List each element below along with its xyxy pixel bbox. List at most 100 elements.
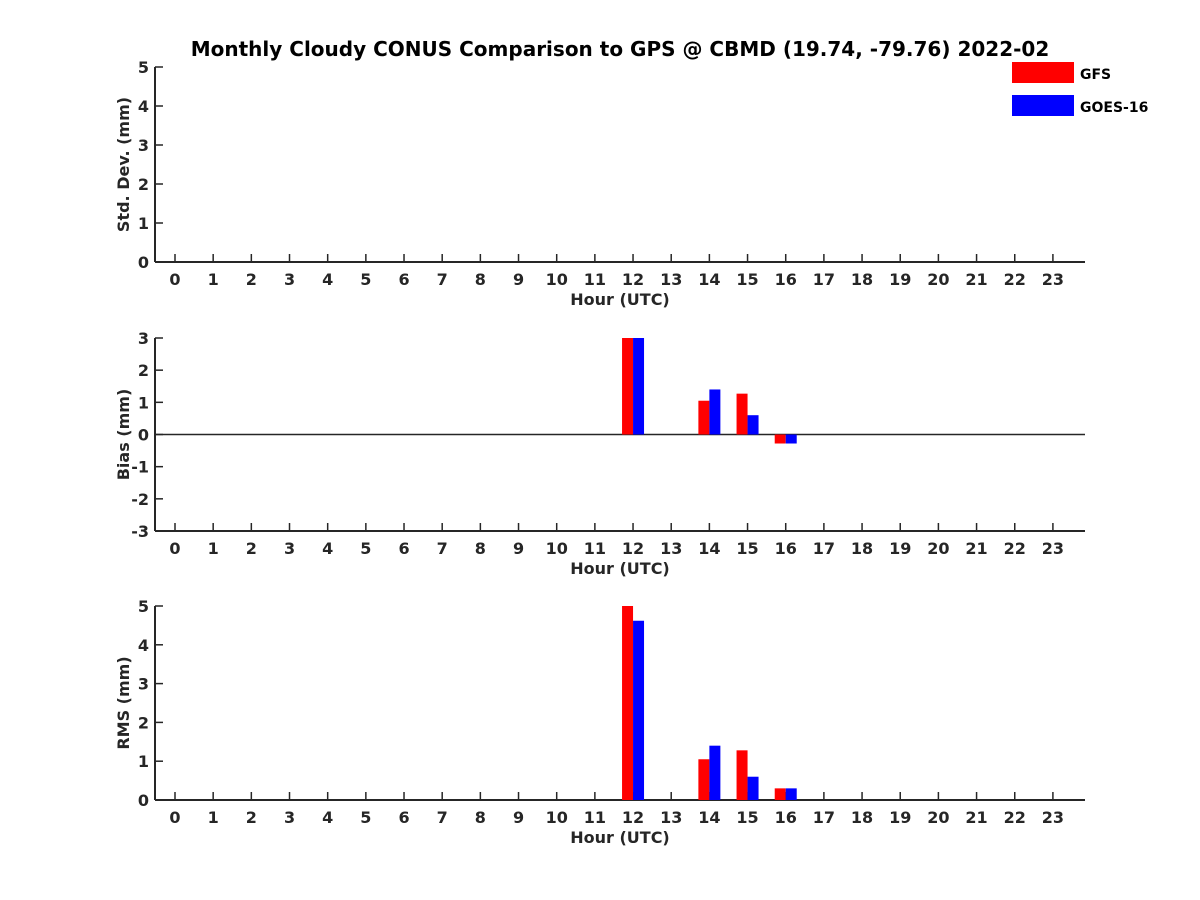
x-tick-label: 21: [965, 808, 987, 827]
x-tick-label: 22: [1004, 539, 1026, 558]
bar-gfs-hour-16: [774, 788, 786, 800]
x-tick-label: 0: [169, 808, 180, 827]
y-tick-label: 4: [138, 636, 149, 655]
x-tick-label: 17: [813, 270, 835, 289]
x-tick-label: 20: [927, 270, 949, 289]
x-tick-label: 23: [1042, 539, 1064, 558]
chart-title: Monthly Cloudy CONUS Comparison to GPS @…: [191, 37, 1050, 61]
x-tick-label: 3: [284, 808, 295, 827]
x-tick-label: 19: [889, 808, 911, 827]
x-tick-label: 17: [813, 808, 835, 827]
y-tick-label: 1: [138, 752, 149, 771]
x-tick-label: 1: [208, 539, 219, 558]
x-tick-label: 10: [546, 539, 568, 558]
y-tick-label: 3: [138, 136, 149, 155]
y-tick-label: 5: [138, 58, 149, 77]
x-tick-label: 7: [437, 539, 448, 558]
y-tick-label: 1: [138, 214, 149, 233]
y-tick-label: -3: [131, 522, 149, 541]
x-tick-label: 1: [208, 808, 219, 827]
y-tick-label: 3: [138, 329, 149, 348]
x-tick-label: 4: [322, 808, 333, 827]
x-tick-label: 17: [813, 539, 835, 558]
x-tick-label: 14: [698, 539, 720, 558]
x-tick-label: 6: [398, 270, 409, 289]
y-tick-label: 3: [138, 675, 149, 694]
x-tick-label: 0: [169, 539, 180, 558]
bar-gfs-hour-12: [622, 338, 634, 435]
x-tick-label: 5: [360, 808, 371, 827]
x-tick-label: 13: [660, 808, 682, 827]
x-tick-label: 9: [513, 808, 524, 827]
y-tick-label: 5: [138, 597, 149, 616]
y-tick-label: 2: [138, 361, 149, 380]
x-tick-label: 18: [851, 539, 873, 558]
x-tick-label: 7: [437, 270, 448, 289]
y-tick-label: 2: [138, 713, 149, 732]
y-tick-label: 2: [138, 175, 149, 194]
x-tick-label: 20: [927, 808, 949, 827]
x-tick-label: 16: [775, 539, 797, 558]
bar-gfs-hour-12: [622, 606, 634, 800]
x-tick-label: 8: [475, 270, 486, 289]
y-tick-label: 1: [138, 393, 149, 412]
x-tick-label: 19: [889, 539, 911, 558]
y-tick-label: 0: [138, 253, 149, 272]
x-tick-label: 5: [360, 270, 371, 289]
x-tick-label: 23: [1042, 270, 1064, 289]
x-tick-label: 3: [284, 270, 295, 289]
x-tick-label: 16: [775, 808, 797, 827]
x-tick-label: 22: [1004, 270, 1026, 289]
x-tick-label: 15: [736, 539, 758, 558]
x-tick-label: 11: [584, 539, 606, 558]
x-tick-label: 12: [622, 808, 644, 827]
bar-goes16-hour-14: [709, 745, 721, 800]
y-tick-label: -2: [131, 490, 149, 509]
x-tick-label: 21: [965, 539, 987, 558]
bar-goes16-hour-12: [633, 620, 645, 800]
bar-gfs-hour-15: [736, 393, 748, 435]
legend: GFS GOES-16: [1012, 62, 1148, 116]
x-tick-label: 11: [584, 808, 606, 827]
x-tick-label: 2: [246, 808, 257, 827]
bar-goes16-hour-12: [633, 338, 645, 435]
x-tick-label: 21: [965, 270, 987, 289]
x-tick-label: 1: [208, 270, 219, 289]
x-tick-label: 2: [246, 539, 257, 558]
x-tick-label: 13: [660, 270, 682, 289]
x-tick-label: 6: [398, 808, 409, 827]
x-axis-label: Hour (UTC): [570, 828, 670, 847]
x-tick-label: 8: [475, 808, 486, 827]
x-tick-label: 0: [169, 270, 180, 289]
x-tick-label: 18: [851, 808, 873, 827]
x-tick-label: 9: [513, 539, 524, 558]
x-tick-label: 12: [622, 270, 644, 289]
bar-goes16-hour-15: [747, 776, 759, 800]
y-tick-label: -1: [131, 458, 149, 477]
legend-swatch-gfs: [1012, 62, 1074, 83]
x-tick-label: 7: [437, 808, 448, 827]
legend-label-goes16: GOES-16: [1080, 100, 1148, 116]
x-tick-label: 2: [246, 270, 257, 289]
x-axis-label: Hour (UTC): [570, 290, 670, 309]
x-tick-label: 14: [698, 270, 720, 289]
legend-label-gfs: GFS: [1080, 67, 1111, 83]
bar-gfs-hour-14: [698, 759, 710, 800]
x-tick-label: 12: [622, 539, 644, 558]
x-tick-label: 14: [698, 808, 720, 827]
y-tick-label: 0: [138, 791, 149, 810]
bar-gfs-hour-15: [736, 750, 748, 800]
x-tick-label: 18: [851, 270, 873, 289]
x-tick-label: 15: [736, 270, 758, 289]
bar-gfs-hour-16: [774, 434, 786, 444]
y-axis-label: RMS (mm): [114, 656, 133, 749]
x-axis-label: Hour (UTC): [570, 559, 670, 578]
y-axis-label: Bias (mm): [114, 389, 133, 481]
x-tick-label: 20: [927, 539, 949, 558]
legend-swatch-goes16: [1012, 95, 1074, 116]
